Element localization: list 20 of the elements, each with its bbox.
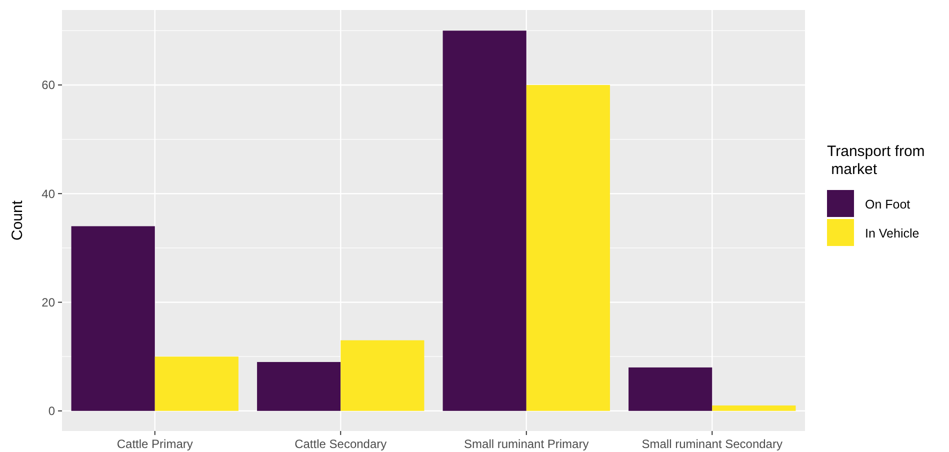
y-axis-title: Count bbox=[9, 200, 26, 241]
legend-label: On Foot bbox=[865, 197, 911, 212]
y-tick-label: 0 bbox=[48, 404, 56, 418]
legend-title: Transport from market bbox=[827, 143, 925, 178]
x-tick-label: Cattle Secondary bbox=[294, 437, 387, 451]
x-tick-label: Cattle Primary bbox=[116, 437, 193, 451]
bar bbox=[257, 362, 341, 411]
legend-label: In Vehicle bbox=[865, 226, 920, 240]
x-tick-label: Small ruminant Primary bbox=[464, 437, 589, 451]
bar bbox=[712, 405, 796, 411]
bar bbox=[442, 30, 526, 411]
bar bbox=[71, 226, 155, 411]
bar bbox=[526, 84, 610, 411]
bar bbox=[154, 356, 238, 411]
bar bbox=[340, 340, 424, 411]
y-tick-label: 20 bbox=[42, 295, 56, 310]
y-tick-label: 40 bbox=[42, 186, 56, 201]
bar bbox=[628, 367, 712, 411]
x-tick-label: Small ruminant Secondary bbox=[642, 437, 782, 451]
y-tick-label: 60 bbox=[42, 78, 56, 92]
